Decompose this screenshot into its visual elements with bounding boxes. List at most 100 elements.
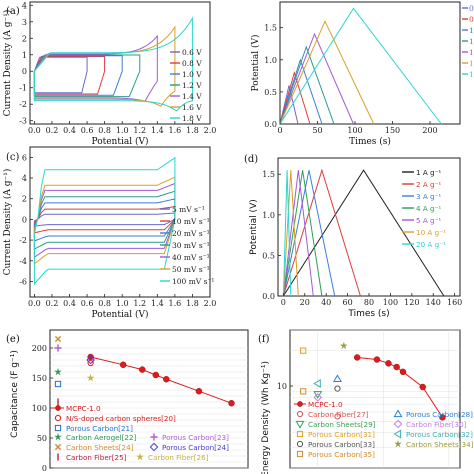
legend-marker	[150, 433, 158, 441]
legend-label: Carbon Fiber[30]	[406, 420, 467, 429]
x-axis-title: Potential (V)	[92, 136, 149, 147]
cv-curve-1.0V	[33, 55, 123, 96]
x-tick-label: 160	[447, 298, 462, 307]
panel-d-label: (d)	[244, 154, 258, 165]
gcd-curve	[279, 85, 299, 125]
data-point	[54, 380, 62, 388]
panel-e-label: (e)	[6, 334, 20, 345]
y-axis-title: Energy Density (Wh Kg⁻¹)	[261, 361, 271, 474]
x-tick-label: 0.0	[28, 126, 41, 135]
legend-label: 1.6 V	[182, 103, 202, 112]
legend-marker	[135, 452, 145, 461]
data-point	[163, 376, 170, 383]
x-axis-title: Potential (V)	[92, 309, 149, 320]
x-tick-label: 150	[385, 126, 400, 135]
cv-curve-1.4V	[33, 34, 158, 102]
y-tick-label: -2	[19, 236, 27, 245]
legend-marker	[296, 440, 304, 448]
cv-rate-curve	[33, 182, 176, 259]
gcd-rate-curve	[282, 169, 445, 297]
x-tick-label: 1.4	[151, 126, 164, 135]
legend-marker	[393, 419, 403, 429]
y-tick-label: -1	[19, 84, 27, 93]
data-point	[385, 360, 392, 367]
gcd-curve	[279, 7, 442, 125]
legend-label: 100 mV s⁻¹	[172, 277, 214, 286]
x-tick-label: 1.6	[169, 299, 182, 308]
x-tick-label: 0.8	[98, 126, 111, 135]
x-tick-label: 1.6	[169, 126, 182, 135]
y-axis-title: Capacitance (F g⁻¹)	[10, 350, 20, 438]
legend-label: Porous Carbon[31]	[308, 430, 375, 439]
legend-marker	[54, 414, 62, 422]
cv-rate-curve	[33, 156, 176, 286]
gcd-curve	[279, 20, 375, 125]
y-tick-label: 2	[22, 195, 27, 204]
panel-c-label: (c)	[6, 152, 20, 163]
legend-label: 50 mV s⁻¹	[172, 265, 210, 274]
legend-marker	[296, 410, 304, 418]
y-tick-label: -2	[19, 100, 27, 109]
legend-label: 0.6 V	[469, 4, 474, 13]
data-point	[373, 356, 381, 363]
panel-f-label: (f)	[258, 334, 270, 345]
cv-curve-1.6V	[33, 25, 176, 107]
legend-label: 1.0 V	[469, 26, 474, 35]
legend-label: MCPC-1.0	[308, 400, 343, 409]
data-point	[86, 373, 95, 382]
y-tick-label: 10	[277, 382, 287, 391]
gcd-curve	[279, 58, 323, 125]
legend-marker	[295, 420, 305, 429]
legend-label: 20 mV s⁻¹	[172, 229, 210, 238]
mcpc-line	[357, 357, 443, 418]
legend-label: 1.8 V	[469, 70, 474, 79]
legend-label: Carbon Sheets[34]	[406, 440, 474, 449]
y-tick-label: 0	[22, 67, 27, 76]
panel-b-frame	[279, 1, 461, 125]
cv-curve-1.8V	[33, 16, 193, 112]
legend-label: Porous Carbon[21]	[66, 424, 133, 433]
y-tick-label: 1	[22, 51, 27, 60]
x-tick-label: 100	[383, 298, 398, 307]
y-axis-title: Current Density (A g⁻¹)	[2, 10, 13, 117]
x-tick-label: 1.0	[116, 299, 129, 308]
data-point	[334, 413, 341, 420]
x-tick-label: 0	[277, 126, 282, 135]
legend-label: Carbon Fiber[26]	[148, 453, 209, 462]
legend-label: Porous Carbon[33]	[308, 440, 375, 449]
data-point	[393, 363, 400, 371]
legend-label: 0.8 V	[182, 59, 202, 68]
y-tick-label: 1.0	[262, 211, 275, 220]
y-axis-title: Potential (V)	[249, 199, 259, 254]
y-tick-label: 50	[37, 434, 47, 443]
gcd-curve	[279, 70, 311, 125]
x-tick-label: 0.8	[98, 299, 111, 308]
x-tick-label: 1.4	[151, 299, 164, 308]
x-tick-label: 1.2	[133, 299, 146, 308]
legend-marker	[393, 429, 402, 439]
legend-label: 1.6 V	[469, 59, 474, 68]
y-tick-label: 0	[22, 215, 27, 224]
x-tick-label: 1.0	[116, 126, 129, 135]
cv-rate-curve	[33, 212, 176, 227]
legend-marker	[55, 405, 61, 411]
x-tick-label: 100	[347, 126, 362, 135]
data-point	[54, 344, 62, 352]
x-tick-label: 120	[404, 298, 419, 307]
x-tick-label: 50	[312, 126, 322, 135]
cv-curve-1.2V	[33, 54, 141, 98]
data-point	[86, 355, 95, 365]
x-tick-label: 200	[422, 126, 437, 135]
data-point	[313, 391, 323, 399]
x-tick-label: 0.4	[63, 126, 76, 135]
legend-label: 1.4 V	[469, 48, 474, 57]
legend-label: Carbon Aerogel[22]	[66, 433, 137, 442]
data-point	[54, 335, 62, 343]
x-tick-label: 1.8	[186, 126, 199, 135]
y-tick-label: -6	[19, 277, 27, 286]
data-point	[313, 393, 323, 402]
legend-marker	[297, 401, 303, 407]
legend-marker	[54, 443, 62, 451]
cv-curve-0.6V	[33, 56, 88, 94]
y-tick-label: 100	[32, 404, 47, 413]
